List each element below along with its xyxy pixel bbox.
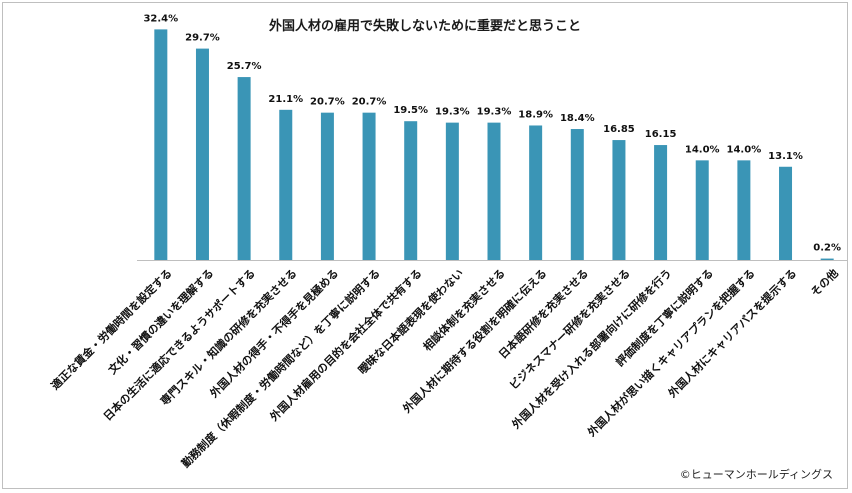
value-label-5: 20.7% — [310, 97, 345, 108]
value-label-13: 16.15 — [645, 129, 677, 140]
bar-3 — [237, 77, 251, 260]
category-label-9: 相談体制を充実させる — [420, 266, 508, 354]
category-label-3: 日本の生活に適応できるようサポートする — [100, 266, 258, 424]
value-label-4: 21.1% — [268, 94, 303, 105]
value-label-16: 13.1% — [768, 151, 803, 162]
bar-12 — [612, 140, 626, 260]
value-label-2: 29.7% — [185, 33, 220, 44]
bar-17 — [820, 258, 834, 260]
value-label-11: 18.4% — [560, 113, 595, 124]
chart-title: 外国人材の雇用で失敗しないために重要だと思うこと — [268, 19, 581, 34]
value-label-10: 18.9% — [518, 109, 553, 120]
bar-2 — [195, 48, 209, 260]
value-label-17: 0.2% — [813, 243, 841, 254]
bar-13 — [654, 145, 668, 260]
value-label-6: 20.7% — [352, 97, 387, 108]
bar-15 — [737, 160, 751, 260]
value-label-15: 14.0% — [727, 144, 762, 155]
category-label-6: 勤務制度（休暇制度・労働時間など）を丁寧に説明する — [178, 266, 382, 470]
bar-7 — [404, 121, 418, 261]
value-label-1: 32.4% — [143, 13, 178, 24]
copyright-credit: ©ヒューマンホールディングス — [679, 468, 833, 481]
bar-16 — [779, 166, 793, 260]
category-label-10: 外国人材に期待する役割を明確に伝える — [399, 266, 549, 416]
value-label-3: 25.7% — [227, 61, 262, 72]
bar-14 — [695, 160, 709, 260]
bar-5 — [320, 112, 334, 260]
value-label-14: 14.0% — [685, 144, 720, 155]
bar-8 — [445, 122, 459, 260]
bar-9 — [487, 122, 501, 260]
bar-1 — [154, 29, 168, 261]
value-label-7: 19.5% — [393, 105, 428, 116]
bar-10 — [529, 125, 543, 260]
value-label-9: 19.3% — [477, 107, 512, 118]
category-label-17: その他 — [808, 266, 841, 299]
value-label-8: 19.3% — [435, 107, 470, 118]
bar-4 — [279, 109, 293, 260]
category-label-7: 外国人材雇用の目的を会社全体で共有する — [266, 266, 424, 424]
value-label-12: 16.85 — [603, 124, 635, 135]
bar-11 — [570, 129, 584, 260]
bar-6 — [362, 112, 376, 260]
